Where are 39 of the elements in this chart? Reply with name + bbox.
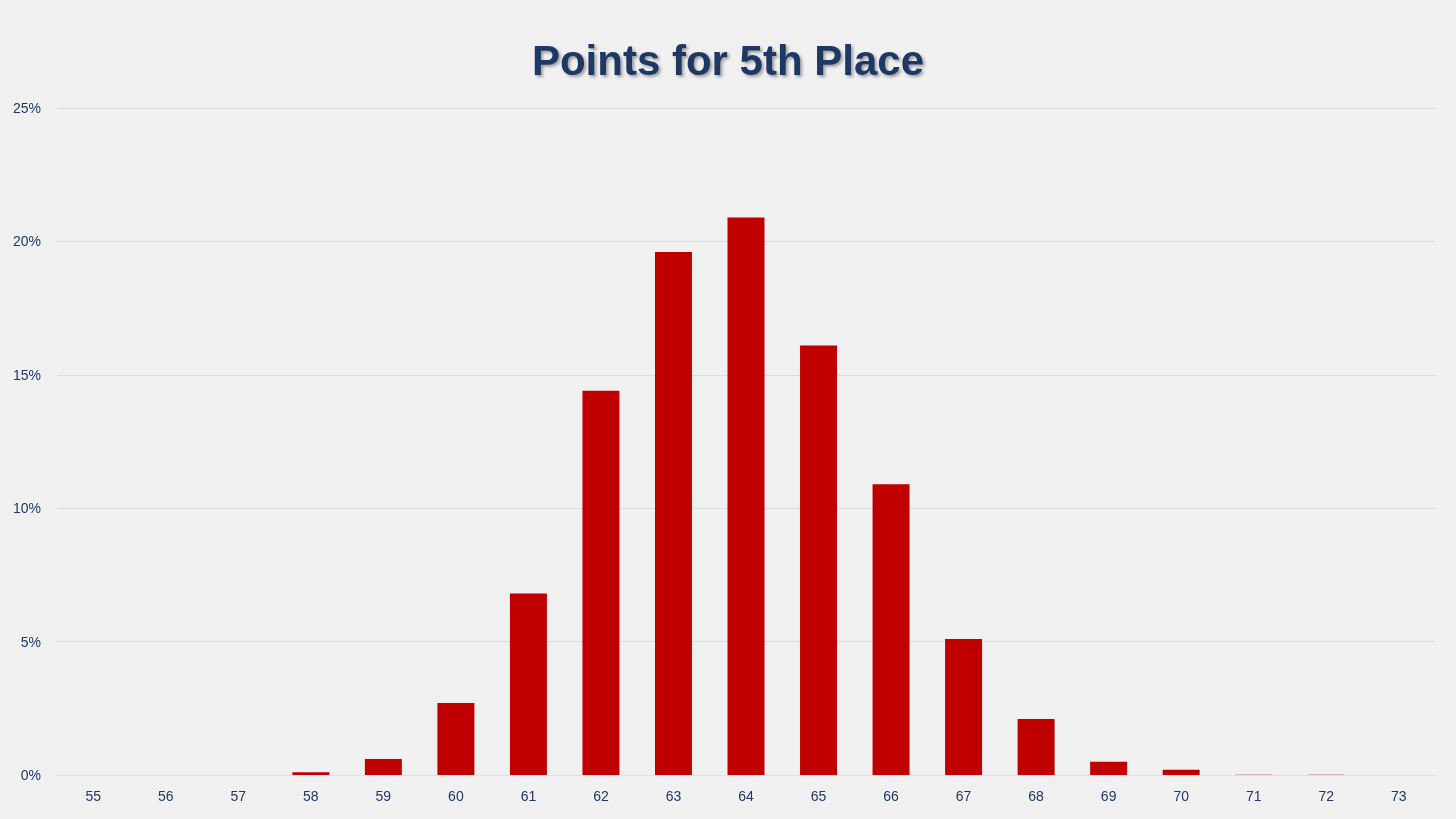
x-tick-label: 57 <box>230 788 247 804</box>
x-tick-label: 58 <box>303 788 319 804</box>
x-tick-label: 55 <box>85 788 102 804</box>
bar <box>945 638 983 775</box>
x-tick-label: 73 <box>1390 788 1407 804</box>
x-tick-label: 65 <box>810 788 827 804</box>
bar <box>727 217 765 775</box>
x-tick-label: 61 <box>520 788 537 804</box>
bar <box>800 345 838 775</box>
bar <box>654 252 692 775</box>
x-tick-label: 69 <box>1100 788 1117 804</box>
y-tick-label: 20% <box>12 233 41 250</box>
bar <box>1162 769 1200 775</box>
x-tick-label: 64 <box>738 788 754 804</box>
x-tick-label: 60 <box>448 788 464 804</box>
bar <box>872 484 910 775</box>
bar <box>1017 718 1055 775</box>
y-tick-label: 10% <box>12 500 41 517</box>
y-tick-label: 0% <box>20 767 41 783</box>
x-tick-label: 59 <box>375 788 392 804</box>
bar <box>437 702 475 775</box>
x-tick-label: 71 <box>1245 788 1262 804</box>
chart-title: Points for 5th Place <box>531 36 925 84</box>
y-tick-label: 15% <box>12 366 41 383</box>
x-tick-label: 56 <box>158 788 174 804</box>
x-tick-label: 62 <box>593 788 609 804</box>
bar <box>292 772 330 775</box>
x-tick-label: 72 <box>1318 788 1335 804</box>
y-tick-label: 25% <box>12 100 41 116</box>
bar <box>582 390 620 775</box>
x-tick-label: 63 <box>665 788 682 804</box>
y-tick-label: 5% <box>20 633 41 650</box>
bar <box>509 593 547 775</box>
x-tick-label: 68 <box>1028 788 1045 804</box>
bar <box>1090 761 1128 775</box>
x-tick-label: 70 <box>1173 788 1190 804</box>
bar <box>364 758 402 775</box>
x-tick-label: 67 <box>955 788 972 804</box>
x-tick-label: 66 <box>883 788 900 804</box>
